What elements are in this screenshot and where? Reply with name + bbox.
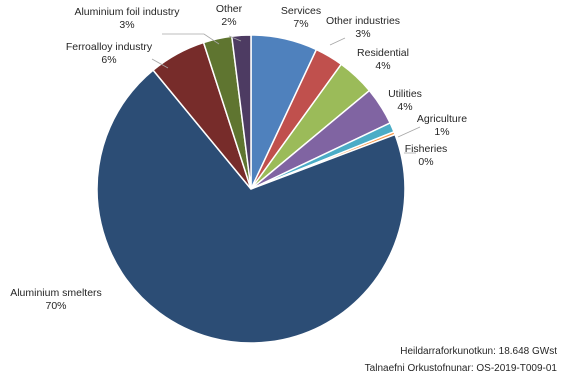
slice-other <box>230 34 252 190</box>
slice-label-fisheries: Fisheries <box>405 143 448 155</box>
slice-label-services: Services <box>281 5 321 17</box>
slice-percent-aluminium-smelters: 70% <box>45 300 66 312</box>
total-consumption-note: Heildarraforkunotkun: 18.648 GWst <box>400 346 557 357</box>
slice-percent-fisheries: 0% <box>418 156 433 168</box>
slice-label-aluminium-foil-industry: Aluminium foil industry <box>74 6 180 18</box>
leader-line-other <box>228 35 242 42</box>
slice-percent-services: 7% <box>293 18 308 30</box>
leader-line-aluminium-foil-industry <box>162 33 220 45</box>
slice-label-utilities: Utilities <box>388 88 422 100</box>
leader-line-other-industries <box>329 37 346 46</box>
slice-percent-residential: 4% <box>375 60 390 72</box>
leader-line-ferroalloy-industry <box>151 58 169 69</box>
slice-percent-aluminium-foil-industry: 3% <box>119 19 134 31</box>
slice-percent-utilities: 4% <box>397 101 412 113</box>
slice-label-agriculture: Agriculture <box>417 113 467 125</box>
source-note: Talnaefni Orkustofnunar: OS-2019-T009-01 <box>364 363 557 374</box>
slice-percent-agriculture: 1% <box>434 126 449 138</box>
slice-label-aluminium-smelters: Aluminium smelters <box>10 287 102 299</box>
slice-label-other: Other <box>216 3 243 15</box>
leader-line-agriculture <box>397 126 421 138</box>
slice-percent-other-industries: 3% <box>355 28 370 40</box>
slice-label-other-industries: Other industries <box>326 15 400 27</box>
slice-percent-other: 2% <box>221 16 236 28</box>
slice-label-ferroalloy-industry: Ferroalloy industry <box>66 41 153 53</box>
slice-label-residential: Residential <box>357 47 409 59</box>
slice-percent-ferroalloy-industry: 6% <box>101 54 116 66</box>
slice-aluminium-smelters <box>96 69 406 344</box>
